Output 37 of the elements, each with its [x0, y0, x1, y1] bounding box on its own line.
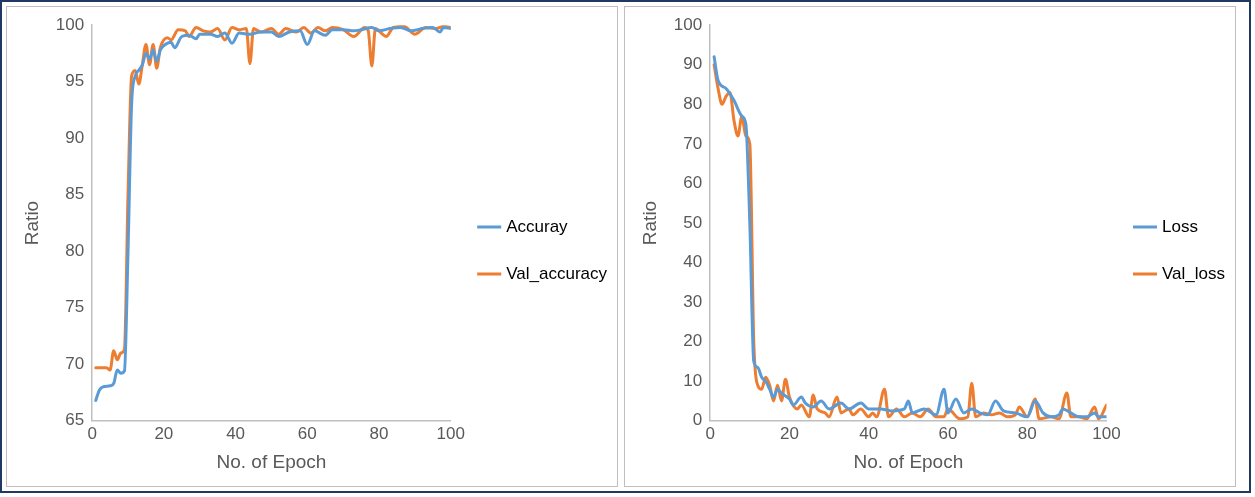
- y-tick-label: 60: [683, 173, 703, 193]
- y-tick-label: 75: [65, 297, 85, 317]
- y-tick-label: 10: [683, 370, 703, 390]
- x-tick-label: 60: [297, 423, 317, 443]
- y-tick-label: 100: [55, 14, 85, 34]
- y-tick-label: 40: [683, 252, 703, 272]
- legend-label: Val_accuracy: [506, 263, 608, 283]
- y-tick-label: 30: [683, 291, 703, 311]
- y-tick-label: 85: [65, 184, 85, 204]
- y-tick-label: 65: [65, 410, 85, 430]
- x-tick-label: 40: [226, 423, 246, 443]
- x-axis-title: No. of Epoch: [853, 450, 964, 472]
- x-tick-label: 100: [1092, 423, 1121, 443]
- x-tick-label: 60: [938, 423, 958, 443]
- y-tick-label: 90: [683, 54, 703, 74]
- y-tick-label: 80: [65, 240, 85, 260]
- y-axis-title: Ratio: [20, 200, 42, 246]
- y-tick-label: 20: [683, 331, 703, 351]
- x-tick-label: 80: [369, 423, 389, 443]
- y-tick-label: 70: [683, 133, 703, 153]
- y-tick-label: 80: [683, 94, 703, 114]
- legend-label: Val_loss: [1162, 263, 1226, 283]
- y-axis-title: Ratio: [638, 200, 660, 246]
- x-tick-label: 40: [859, 423, 879, 443]
- y-tick-label: 100: [673, 14, 703, 34]
- y-tick-label: 95: [65, 71, 85, 91]
- legend-label: Accuray: [506, 216, 569, 236]
- x-tick-label: 80: [1017, 423, 1037, 443]
- y-tick-label: 70: [65, 353, 85, 373]
- x-tick-label: 20: [779, 423, 799, 443]
- x-axis-title: No. of Epoch: [216, 450, 327, 472]
- legend-label: Loss: [1162, 216, 1198, 236]
- x-tick-label: 100: [436, 423, 465, 443]
- y-tick-label: 50: [683, 212, 703, 232]
- y-tick-label: 90: [65, 127, 85, 147]
- x-tick-label: 20: [154, 423, 174, 443]
- y-tick-label: 0: [692, 410, 703, 430]
